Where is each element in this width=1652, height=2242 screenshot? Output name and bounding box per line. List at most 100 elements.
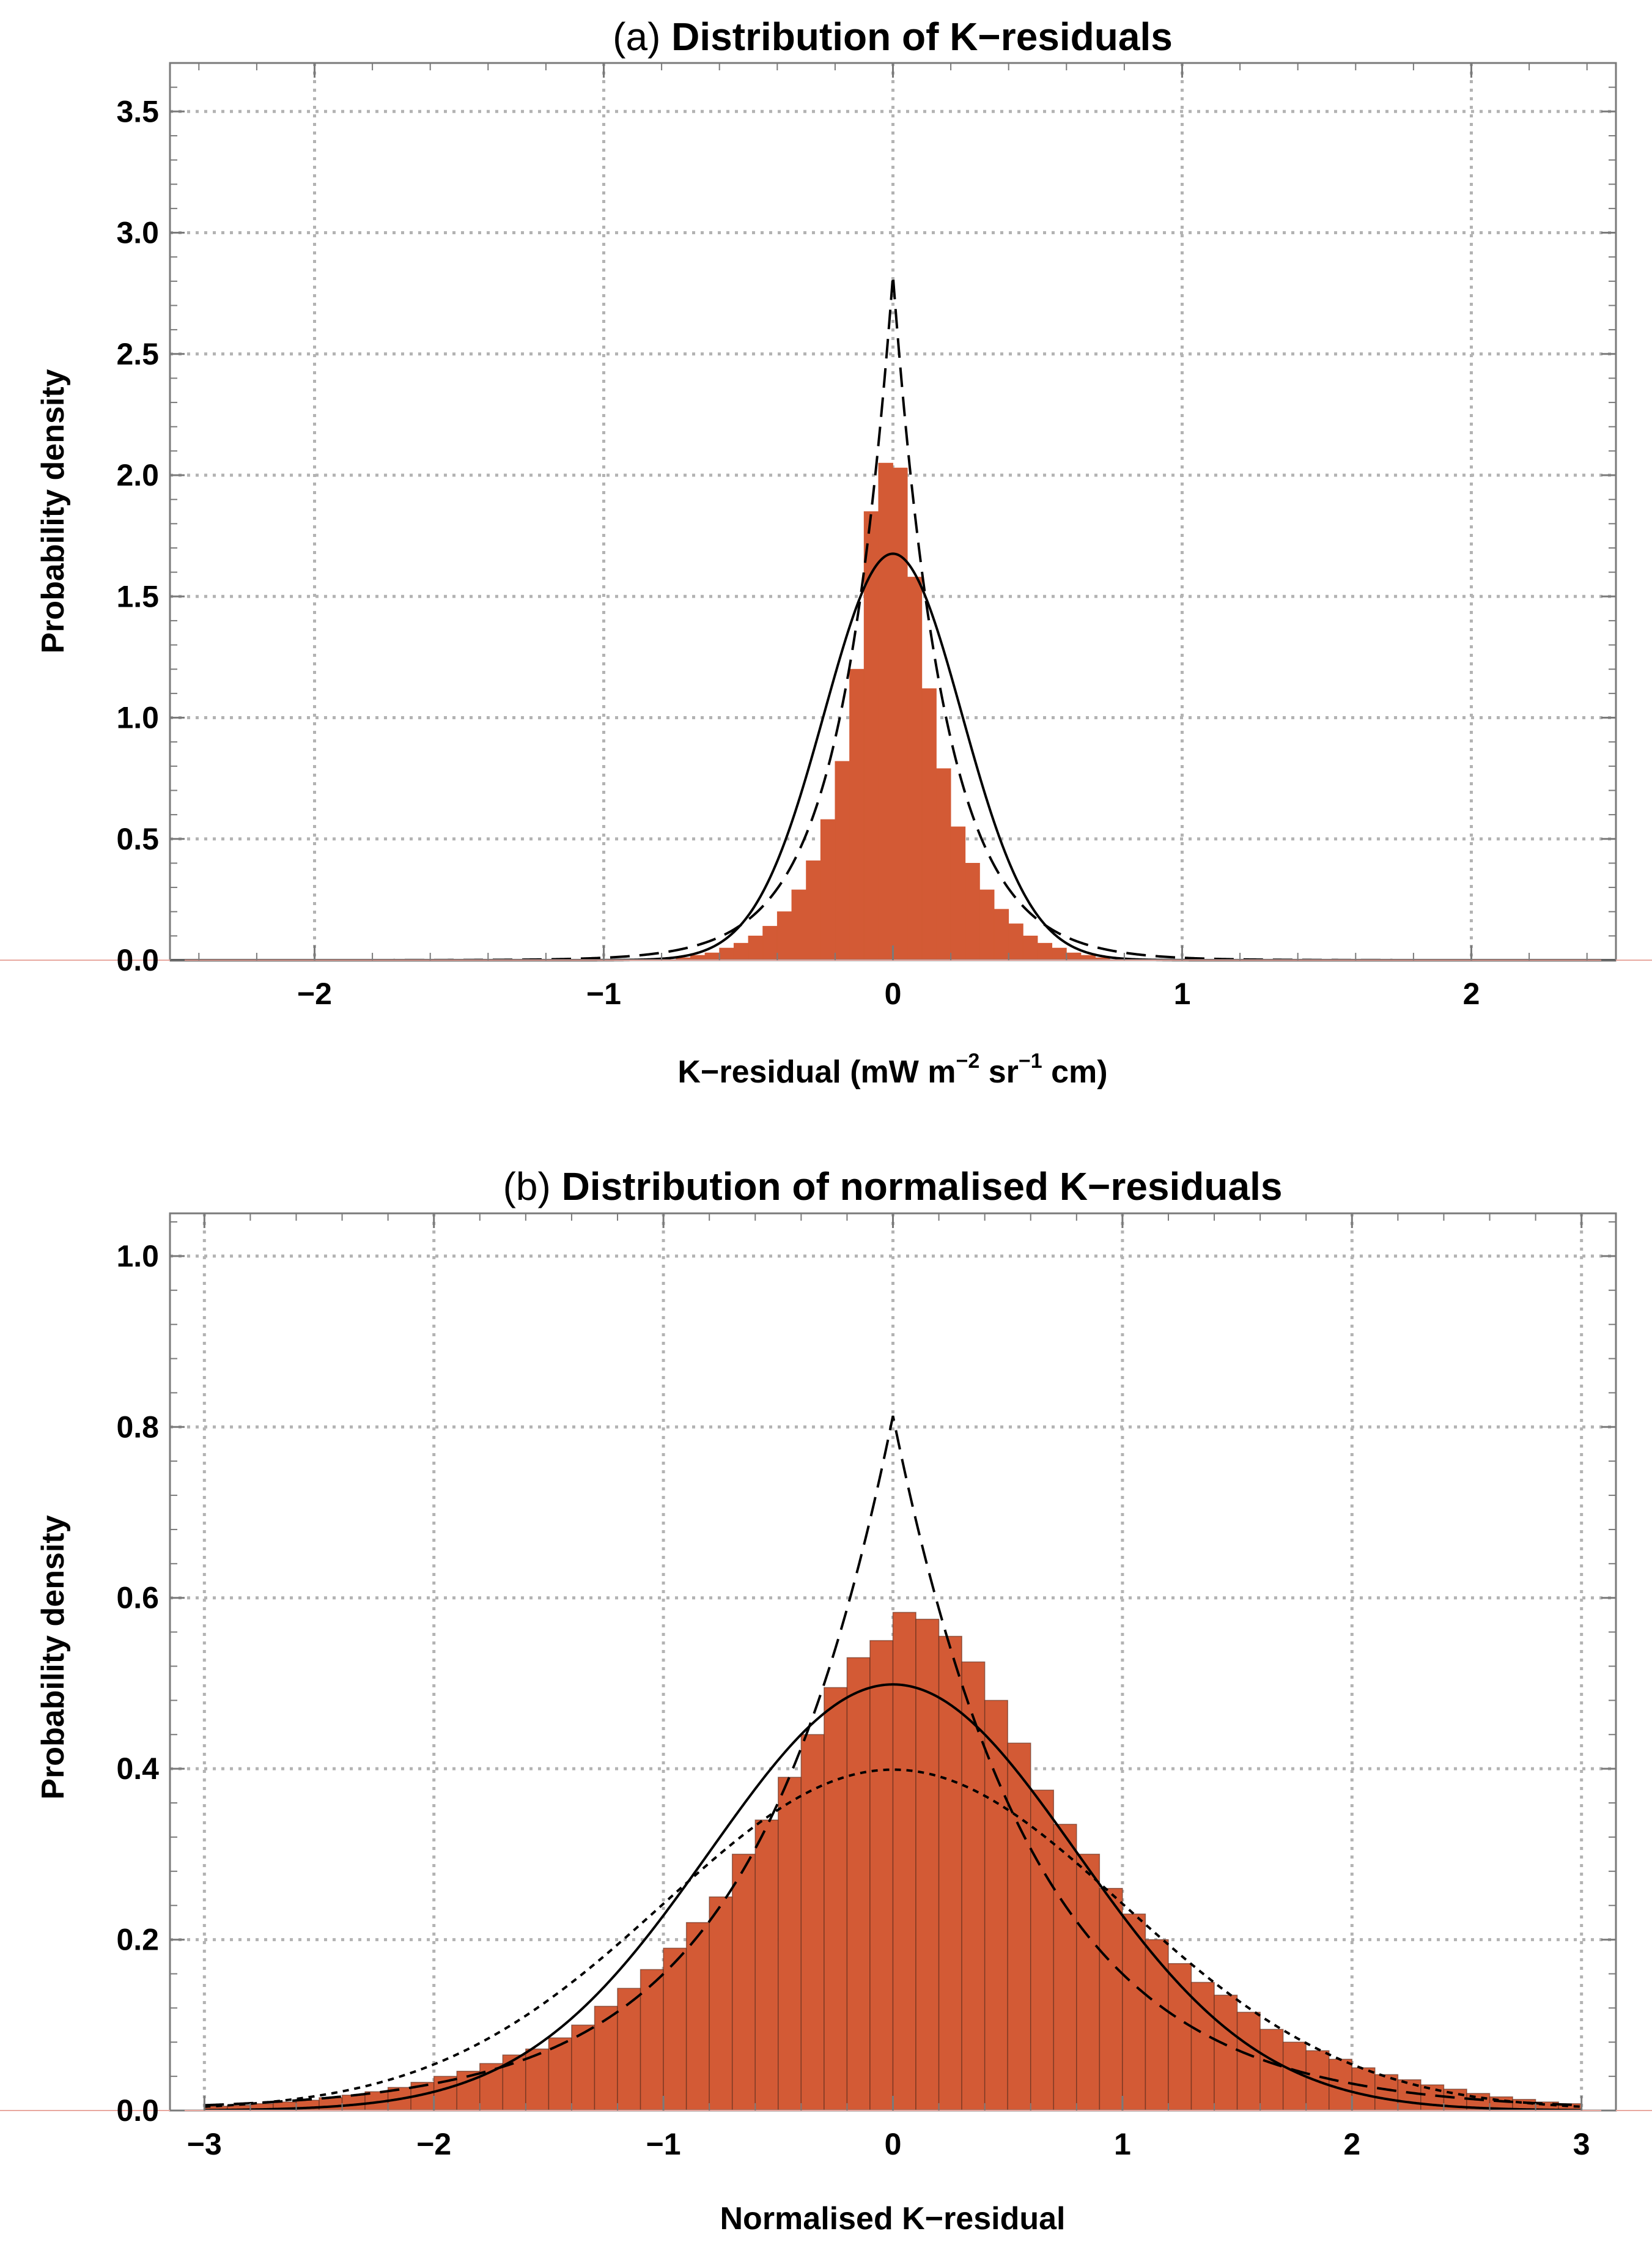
panel-b-bar [1214, 1994, 1238, 2111]
panel-b-x-tick-label: −1 [646, 2127, 681, 2161]
panel-a-bar [863, 511, 879, 961]
panel-a-x-tick-label: −2 [297, 977, 332, 1011]
panel-a-y-tick-label: 0.0 [116, 943, 159, 977]
panel-a-y-tick-label: 2.5 [116, 337, 159, 371]
panel-b-y-tick-label: 0.2 [116, 1923, 159, 1957]
panel-b-curves [204, 1415, 1582, 2112]
panel-b-bar [869, 1640, 894, 2111]
panel-b-bar [1007, 1742, 1031, 2111]
panel-b-title-prefix: (b) [503, 1164, 551, 1208]
panel-b-bar [892, 1611, 916, 2111]
panel-a-bar [979, 889, 995, 961]
panel-a: −2 −1 0 1 2 0.0 0.5 1.0 1.5 2.0 2.5 3.0 3.5 (a) Dist… [0, 15, 1652, 1090]
panel-a-bar [1052, 947, 1067, 961]
panel-a-bar [1037, 942, 1053, 961]
panel-b-x-tick-label: 3 [1573, 2127, 1590, 2161]
panel-b-bar [984, 1700, 1008, 2111]
panel-b-bar [1030, 1789, 1055, 2111]
panel-b-x-axis-label: Normalised K−residual [720, 2201, 1066, 2236]
panel-a-y-tick-label: 1.0 [116, 701, 159, 735]
panel-a-bar [791, 889, 806, 961]
panel-b-bar [685, 1922, 710, 2111]
panel-b-x-tick-label: −2 [416, 2127, 451, 2161]
panel-a-title: (a) Distribution of K−residuals [613, 15, 1173, 59]
panel-b-curve-dotted [204, 1768, 1582, 2108]
panel-b-bar [1076, 1854, 1101, 2111]
panel-b-bar [1053, 1824, 1077, 2111]
panel-b-bar [1122, 1913, 1146, 2111]
panel-b-bar [617, 1988, 641, 2111]
panel-a-bar [776, 911, 792, 961]
panel-b-bar [961, 1661, 986, 2111]
panel-a-x-axis-label-mid: sr [979, 1054, 1019, 1090]
panel-b-x-tick-label: −3 [187, 2127, 222, 2161]
panel-a-x-tick-label: −1 [586, 977, 621, 1011]
panel-a-x-tick-label: 1 [1174, 977, 1191, 1011]
panel-b-bar [731, 1854, 756, 2111]
panel-a-bar [719, 947, 734, 961]
panel-b-bar [594, 2005, 618, 2111]
panel-a-y-axis-label: Probability density [35, 369, 71, 653]
panel-a-bar [835, 761, 850, 961]
panel-b-bar [1329, 2059, 1353, 2111]
panel-a-y-tick-label: 3.0 [116, 216, 159, 250]
panel-b-bar [319, 2097, 343, 2111]
panel-a-title-prefix: (a) [613, 15, 660, 59]
panel-b-y-axis-label: Probability density [35, 1515, 71, 1799]
panel-b-y-tick-label: 0.6 [116, 1581, 159, 1615]
panel-b-bar [824, 1687, 848, 2111]
panel-b-bar [938, 1635, 962, 2111]
panel-b-bar [915, 1618, 940, 2111]
panel-b-bar [778, 1777, 802, 2111]
panel-b-title-text: Distribution of normalised K−residuals [562, 1164, 1283, 1208]
panel-b-bar [1168, 1963, 1192, 2111]
panel-a-ticks [0, 62, 1652, 961]
panel-b-y-tick-label: 1.0 [116, 1239, 159, 1273]
panel-b-x-tick-label: 2 [1343, 2127, 1360, 2161]
panel-b-y-tick-label: 0.4 [116, 1752, 159, 1786]
panel-b-bar [754, 1819, 779, 2111]
panel-b-bar [640, 1969, 664, 2111]
panel-a-y-tick-label: 3.5 [116, 94, 159, 128]
panel-b-tick-labels: −3 −2 −1 0 1 2 3 0.0 0.2 0.4 0.6 0.8 1.0 [116, 1239, 1590, 2161]
panel-b-bar [1099, 1887, 1123, 2111]
panel-b-curve-solid [204, 1683, 1582, 2112]
panel-a-bar [950, 826, 966, 961]
panel-a-x-axis-label-exp1: −2 [956, 1049, 980, 1073]
panel-a-bar [806, 860, 821, 961]
panel-a-bar [921, 688, 937, 961]
panel-b-bar [1259, 2029, 1284, 2111]
panel-a-x-tick-label: 2 [1463, 977, 1480, 1011]
panel-a-title-text: Distribution of K−residuals [671, 15, 1173, 59]
panel-b-y-tick-label: 0.8 [116, 1410, 159, 1444]
panel-b-y-tick-label: 0.0 [116, 2093, 159, 2128]
panel-a-bar [704, 952, 720, 961]
panel-a-x-axis-label: K−residual (mW m−2 sr−1 cm) [677, 1049, 1107, 1090]
panel-a-bar [936, 768, 951, 961]
panel-a-x-axis-label-exp2: −1 [1019, 1049, 1042, 1073]
panel-b-bar [1236, 2011, 1261, 2111]
panel-a-bar [907, 577, 923, 961]
panel-a-bar [1022, 935, 1038, 961]
panel-a-bar [878, 462, 893, 961]
panel-a-x-axis-label-base: K−residual (mW m [677, 1054, 956, 1090]
panel-b-bar [709, 1896, 733, 2111]
panel-b: −3 −2 −1 0 1 2 3 0.0 0.2 0.4 0.6 0.8 1.0 (b) Distrib… [0, 1164, 1652, 2236]
panel-b-bar [800, 1734, 825, 2111]
panel-b-ticks [0, 1213, 1652, 2112]
panel-a-bar [820, 819, 836, 961]
panel-a-bar [965, 863, 980, 961]
panel-a-bar [762, 926, 778, 961]
panel-b-bar [1351, 2067, 1376, 2111]
panel-b-title: (b) Distribution of normalised K−residua… [503, 1164, 1283, 1208]
panel-b-x-tick-label: 0 [885, 2127, 902, 2161]
panel-a-bar [733, 942, 749, 961]
panel-a-bars [676, 462, 1110, 961]
panel-a-bar [1008, 923, 1023, 961]
panel-b-bar [663, 1947, 687, 2111]
panel-a-y-tick-label: 1.5 [116, 579, 159, 613]
panel-a-x-axis-label-end: cm) [1042, 1054, 1108, 1090]
panel-a-bar [849, 668, 865, 961]
panel-b-bar [1282, 2041, 1307, 2111]
